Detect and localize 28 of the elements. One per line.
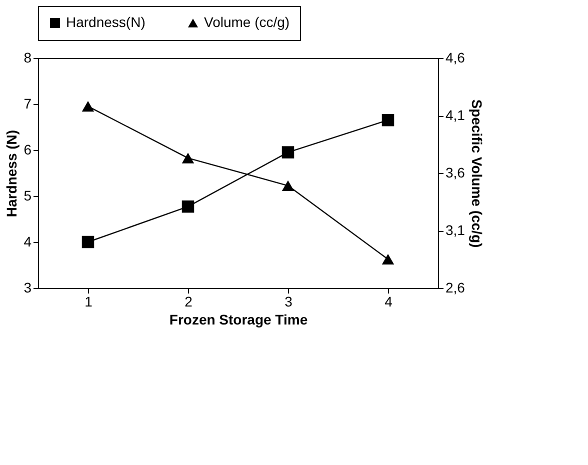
point (182, 200, 194, 213)
x-axis-title: Frozen Storage Time (169, 312, 308, 328)
point (182, 152, 194, 164)
y-tick-label: 6 (24, 142, 32, 158)
y-tick-label: 7 (24, 96, 32, 112)
y2-tick-label: 3,1 (446, 222, 466, 238)
x-tick-label: 2 (184, 294, 193, 310)
point (382, 114, 394, 126)
y2-tick-label: 3,6 (446, 164, 466, 180)
x-tick-label: 1 (84, 294, 93, 310)
x-tick-label: 4 (384, 294, 393, 310)
y2-tick-label: 4,1 (446, 107, 466, 123)
legend-label: Hardness(N) (66, 14, 146, 30)
point (82, 236, 94, 248)
y-tick-label: 3 (24, 280, 32, 296)
y2-axis-title: Specific Volume (cc/g) (468, 99, 485, 248)
point (282, 180, 294, 191)
point (282, 146, 294, 158)
point (82, 100, 94, 112)
y2-tick-label: 4,6 (446, 50, 466, 66)
point (382, 254, 394, 265)
y-axis-title: Hardness (N) (4, 130, 20, 218)
y2-tick-label: 2,6 (446, 280, 466, 296)
legend-label: Volume (cc/g) (204, 14, 290, 30)
x-tick-label: 3 (284, 294, 293, 310)
y-tick-label: 5 (24, 188, 32, 204)
y-tick-label: 4 (24, 234, 32, 250)
y-tick-label: 8 (24, 50, 32, 66)
